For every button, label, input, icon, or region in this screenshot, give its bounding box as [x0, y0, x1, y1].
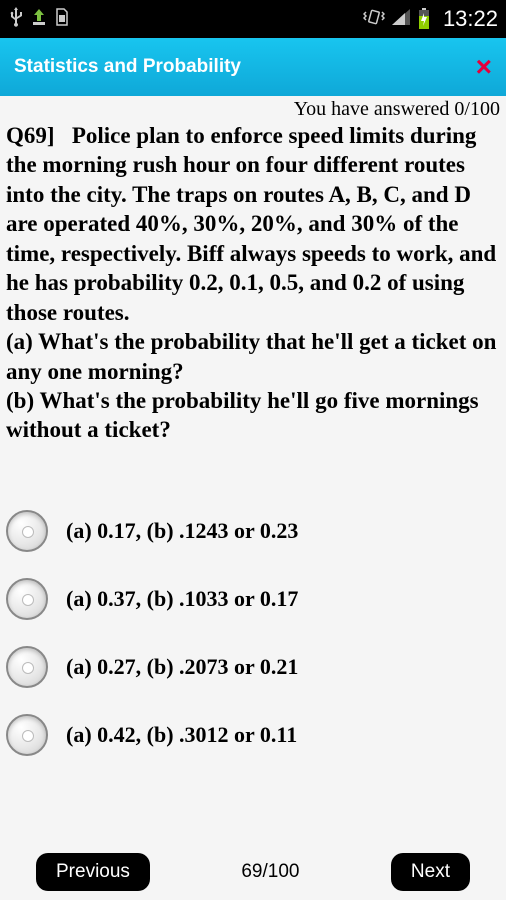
radio-icon[interactable] — [6, 714, 48, 756]
page-indicator: 69/100 — [241, 861, 299, 883]
option-row[interactable]: (a) 0.42, (b) .3012 or 0.11 — [6, 701, 500, 769]
nav-bar: Previous 69/100 Next — [0, 850, 506, 900]
title-bar: Statistics and Probability × — [0, 38, 506, 96]
usb-icon — [8, 7, 24, 32]
status-clock: 13:22 — [443, 6, 498, 32]
battery-icon — [417, 8, 431, 30]
option-label: (a) 0.17, (b) .1243 or 0.23 — [66, 518, 298, 544]
options-list: (a) 0.17, (b) .1243 or 0.23 (a) 0.37, (b… — [0, 497, 506, 769]
radio-icon[interactable] — [6, 510, 48, 552]
signal-icon — [391, 8, 411, 31]
next-button[interactable]: Next — [391, 853, 470, 891]
question-part-b: (b) What's the probability he'll go five… — [6, 388, 479, 442]
upload-icon — [30, 7, 48, 32]
option-row[interactable]: (a) 0.37, (b) .1033 or 0.17 — [6, 565, 500, 633]
vibrate-icon — [363, 8, 385, 31]
question-label: Q69] — [6, 123, 55, 148]
option-row[interactable]: (a) 0.17, (b) .1243 or 0.23 — [6, 497, 500, 565]
radio-icon[interactable] — [6, 646, 48, 688]
question-part-a: (a) What's the probability that he'll ge… — [6, 329, 496, 383]
status-left-icons — [8, 7, 70, 32]
question-body: Police plan to enforce speed limits duri… — [6, 123, 496, 325]
option-label: (a) 0.37, (b) .1033 or 0.17 — [66, 586, 298, 612]
previous-button[interactable]: Previous — [36, 853, 150, 891]
status-right-icons: 13:22 — [363, 6, 498, 32]
progress-text: You have answered 0/100 — [0, 96, 506, 121]
question-area: Q69] Police plan to enforce speed limits… — [0, 121, 506, 449]
close-icon[interactable]: × — [476, 51, 492, 83]
option-row[interactable]: (a) 0.27, (b) .2073 or 0.21 — [6, 633, 500, 701]
android-status-bar: 13:22 — [0, 0, 506, 38]
sim-icon — [54, 7, 70, 32]
option-label: (a) 0.42, (b) .3012 or 0.11 — [66, 722, 297, 748]
radio-icon[interactable] — [6, 578, 48, 620]
page-title: Statistics and Probability — [14, 56, 241, 78]
question-text: Q69] Police plan to enforce speed limits… — [6, 121, 500, 445]
option-label: (a) 0.27, (b) .2073 or 0.21 — [66, 654, 298, 680]
